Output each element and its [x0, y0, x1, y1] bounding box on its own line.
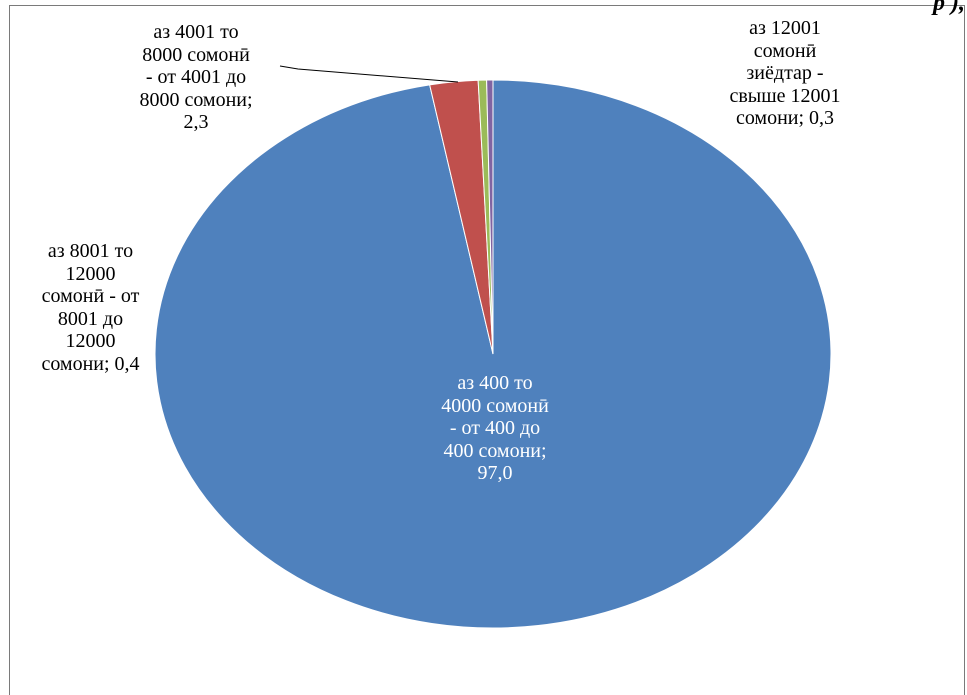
header-fragment: р ),: [933, 0, 965, 16]
chart-frame: [9, 5, 965, 695]
slice-label-0: аз 400 то 4000 сомонӣ - от 400 до 400 со…: [441, 372, 549, 484]
slice-label-1: аз 4001 то 8000 сомонӣ - от 4001 до 8000…: [139, 21, 253, 133]
leader-line: [279, 65, 459, 83]
slice-label-2: аз 8001 то 12000 сомонӣ - от 8001 до 120…: [41, 240, 140, 375]
pie-slice-3: [486, 79, 494, 355]
slice-label-3: аз 12001 сомонӣ зиёдтар - свыше 12001 со…: [729, 17, 841, 129]
